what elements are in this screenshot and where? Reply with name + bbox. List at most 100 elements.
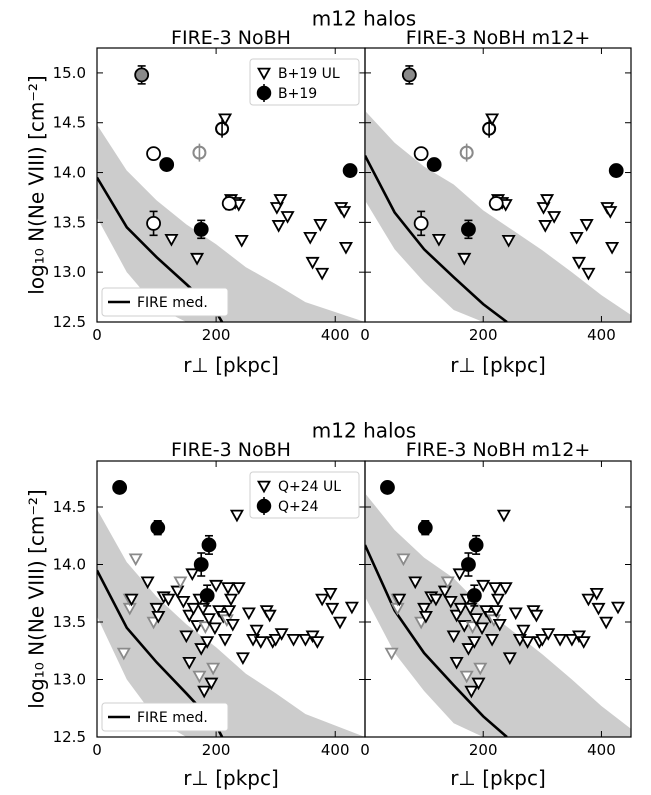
detection-marker [150,520,166,536]
upper-limit-marker [581,267,596,281]
legend-det-marker [256,498,272,514]
upper-limit-marker [553,633,568,647]
upper-limit-marker [392,593,407,607]
upper-limit-marker [222,605,237,618]
y-tick-label: 14.0 [53,164,86,182]
upper-limit-marker [498,582,513,595]
detection-marker [193,557,209,572]
x-tick-label: 0 [92,326,102,344]
upper-limit-marker [268,633,283,647]
upper-limit-marker [116,647,131,661]
upper-limit-marker [417,602,432,616]
upper-limit-marker [449,656,464,670]
upper-limit-marker [231,582,246,595]
upper-limit-marker [344,601,359,615]
detection-marker [193,221,209,237]
upper-limit-marker [179,630,194,644]
upper-limit-marker [488,582,503,595]
x-tick-label: 200 [202,741,231,759]
upper-limit-marker [124,593,139,607]
upper-limit-marker [529,609,544,623]
upper-limit-marker [274,628,289,641]
detection-marker [134,67,150,83]
legend-observations: Q+24 UL Q+24 [249,471,360,519]
upper-limit-marker [146,616,161,630]
legend-ul-label: Q+24 UL [278,479,341,495]
upper-limit-marker [303,232,318,245]
detection-marker [608,163,624,178]
upper-limit-marker [576,636,591,649]
upper-limit-marker [516,624,531,638]
upper-limit-marker [194,643,209,656]
upper-limit-marker [323,587,338,601]
upper-limit-marker [541,628,556,641]
x-axis-label: r⊥ [pkpc] [450,353,546,377]
upper-limit-marker [200,636,215,649]
upper-limit-marker [310,636,325,649]
suptitle: m12 halos [312,419,416,443]
upper-limit-marker [315,593,330,607]
upper-limit-marker [490,593,506,607]
detection-marker [401,67,417,83]
detection-marker [146,146,161,162]
upper-limit-marker [418,610,433,624]
detection-marker [413,215,429,231]
upper-limit-marker [475,622,490,636]
upper-limit-marker [140,576,155,590]
detection-marker [461,557,476,572]
axes-frame [364,47,632,323]
fire-scatter-band [365,493,631,737]
upper-limit-marker [508,607,523,621]
upper-limit-marker [579,219,594,232]
detection-marker [466,588,482,603]
upper-limit-marker [313,219,328,232]
upper-limit-marker [440,576,455,590]
upper-limit-marker [206,662,221,676]
fire-scatter-band [97,509,365,737]
detection-marker [417,520,433,536]
legend-med-label: FIRE med. [137,295,208,311]
upper-limit-marker [198,621,213,634]
upper-limit-marker [603,206,618,219]
upper-limit-marker [173,576,188,590]
x-tick-label: 400 [321,741,350,759]
upper-limit-marker [564,633,579,647]
upper-limit-marker [452,568,467,582]
legend-box [101,287,229,317]
upper-limit-marker [273,194,288,207]
plot-area [365,480,631,737]
upper-limit-marker [305,256,320,270]
legend-det-label: B+19 [278,86,317,102]
upper-limit-marker [338,241,353,255]
upper-limit-marker [229,509,244,523]
upper-limit-marker [190,252,205,266]
upper-limit-marker [164,234,179,247]
panel-2: 0 200 400 FIRE-3 NoBH m12+ r⊥ [pkpc] [360,27,632,377]
x-tick-label: 200 [469,326,498,344]
x-tick-label: 0 [360,741,370,759]
y-tick-label: 13.0 [53,263,86,281]
upper-limit-marker [461,643,476,656]
detection-marker [461,221,476,237]
upper-limit-marker [469,613,484,626]
upper-limit-marker [471,677,486,691]
upper-limit-marker [443,596,458,609]
legend-ul-marker [256,67,272,81]
upper-limit-marker [431,234,446,247]
legend-box [249,471,360,519]
legend-median: FIRE med. [101,287,229,317]
upper-limit-marker [201,613,216,626]
upper-limit-marker [396,553,411,567]
detection-marker [201,537,217,553]
upper-limit-marker [449,609,464,623]
plot-area [365,65,631,322]
upper-limit-marker [161,593,176,607]
panel-title: FIRE-3 NoBH [171,27,291,49]
legend-det-label: Q+24 [278,499,319,515]
upper-limit-marker [446,630,461,644]
upper-limit-marker [408,576,423,590]
x-tick-label: 0 [360,326,370,344]
fire-median-line [365,544,508,737]
upper-limit-marker [197,685,212,699]
upper-limit-marker [286,633,301,647]
